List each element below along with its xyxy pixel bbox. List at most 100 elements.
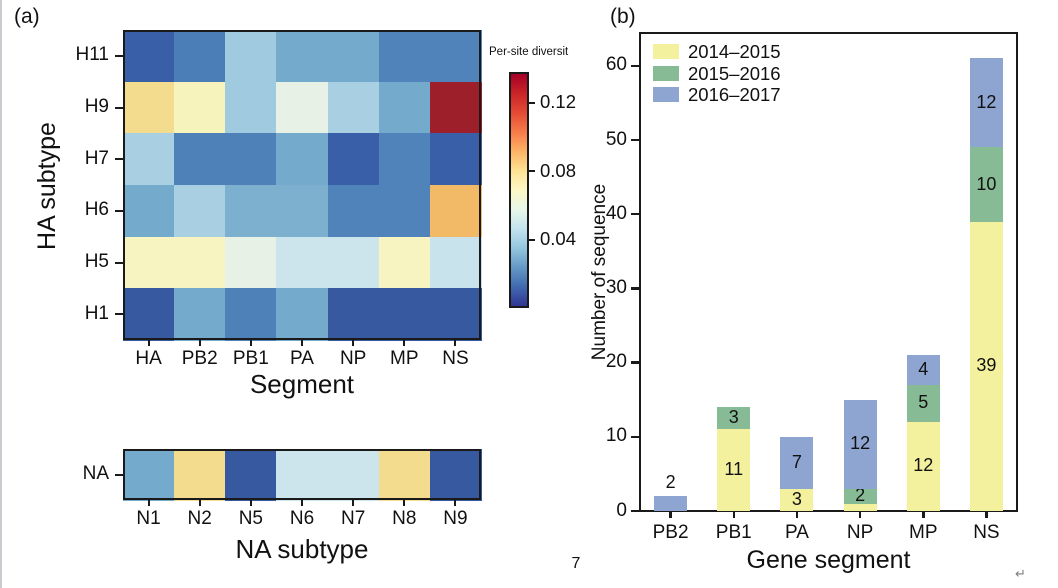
x-axis-tick — [147, 500, 150, 506]
b-y-axis-title: Number of sequence — [589, 183, 610, 361]
heatmap-cell — [327, 133, 380, 186]
x-tick-label: PA — [290, 348, 314, 369]
y-axis-tick — [115, 106, 123, 109]
x-axis-tick — [301, 340, 303, 346]
paragraph-mark-icon: ↵ — [1015, 566, 1026, 581]
x-axis-tick — [352, 340, 355, 346]
heatmap-cell — [174, 449, 226, 501]
colorbar-tick-label: 0.04 — [540, 228, 577, 250]
bar-segment-label: 5 — [918, 392, 929, 413]
legend-label: 2015–2016 — [688, 62, 781, 84]
colorbar-tick — [529, 170, 535, 173]
bar-segment — [906, 355, 940, 385]
heatmap-cell — [174, 81, 226, 134]
x-axis-tick — [454, 340, 457, 346]
x-tick-label: PB1 — [715, 522, 752, 543]
heatmap-cell — [276, 288, 329, 341]
heatmap-frame — [123, 30, 481, 340]
x-tick-label: NP — [846, 522, 874, 543]
x-axis-tick — [403, 340, 406, 346]
bar-segment — [717, 407, 751, 430]
x-axis-tick — [732, 512, 735, 518]
x-axis-tick — [147, 340, 150, 346]
heatmap-cell — [225, 236, 278, 289]
bar-segment-label: 39 — [976, 355, 997, 376]
x-axis-tick — [403, 500, 406, 506]
legend-label: 2016–2017 — [688, 84, 781, 105]
heatmap-cell — [123, 449, 175, 501]
heatmap-cell — [327, 449, 380, 501]
y-tick-label: 0 — [616, 499, 627, 521]
heatmap-cell — [174, 133, 226, 186]
x-axis-tick — [858, 512, 862, 518]
colorbar-tick — [529, 238, 535, 241]
y-axis-tick — [631, 509, 639, 513]
legend-swatch — [653, 87, 679, 102]
y-tick-label: H7 — [84, 147, 109, 169]
heatmap-cell — [225, 133, 278, 186]
y-axis-tick — [115, 209, 123, 212]
heatmap-cell — [276, 449, 329, 501]
bar-segment-label: 4 — [918, 359, 929, 380]
x-tick-label: PA — [784, 522, 809, 543]
page-number: 7 — [571, 555, 581, 572]
y-axis-tick — [115, 473, 123, 476]
x-tick-label: N7 — [340, 508, 366, 529]
x-tick-label: MP — [390, 348, 419, 369]
y-axis-tick — [115, 261, 123, 264]
na-x-axis-title: NA subtype — [235, 534, 369, 564]
x-tick-label: N9 — [443, 508, 468, 529]
heatmap-cell — [378, 449, 431, 501]
bar-segment-label: 3 — [728, 407, 739, 428]
y-axis-tick — [115, 54, 123, 57]
heatmap-cell — [276, 236, 329, 289]
legend-swatch — [653, 65, 679, 81]
bar-segment-label: 12 — [976, 91, 997, 112]
colorbar-tick-label: 0.12 — [540, 91, 577, 113]
x-tick-label: MP — [909, 522, 938, 543]
heatmap-cell — [123, 236, 175, 289]
x-axis-tick — [198, 500, 201, 506]
heatmap-cell — [276, 133, 329, 186]
x-tick-label: N6 — [289, 508, 315, 529]
x-axis-tick — [352, 500, 355, 506]
heatmap-cell — [225, 449, 278, 501]
y-tick-label: H5 — [84, 251, 109, 272]
heatmap-frame — [123, 449, 481, 500]
heatmap-cell — [123, 185, 175, 238]
x-axis-tick — [249, 500, 252, 506]
x-axis-tick — [795, 512, 799, 518]
bar-segment-label: 10 — [976, 173, 997, 194]
heatmap-cell — [378, 236, 431, 289]
x-tick-label: PB2 — [652, 522, 689, 543]
heatmap-cell — [276, 81, 329, 134]
x-tick-label: PB2 — [181, 348, 218, 369]
y-tick-label: H9 — [84, 96, 109, 117]
bar-plot-frame — [639, 32, 1018, 512]
heatmap-cell — [174, 185, 226, 238]
bar-segment — [780, 436, 814, 489]
heatmap-cell — [429, 288, 482, 341]
x-axis-tick — [669, 512, 672, 518]
heatmap-cell — [123, 288, 175, 341]
legend-label: 2014–2015 — [688, 41, 781, 62]
bar-segment-label: 12 — [850, 433, 871, 454]
colorbar-title: Per-site diversit — [489, 46, 569, 58]
x-tick-label: HA — [135, 348, 162, 369]
y-tick-label: H1 — [84, 302, 109, 324]
y-axis-tick — [115, 158, 123, 161]
y-tick-label: H6 — [84, 199, 109, 221]
bar-segment — [906, 384, 940, 422]
heatmap-cell — [123, 81, 175, 134]
heatmap-cell — [123, 133, 175, 186]
y-tick-label: 50 — [605, 128, 627, 150]
heatmap-cell — [429, 185, 482, 238]
heatmap-cell — [327, 185, 380, 238]
bar-segment — [969, 147, 1003, 222]
x-tick-label: NS — [442, 348, 469, 369]
bar-segment-label: 11 — [724, 459, 744, 480]
heatmap-cell — [378, 30, 431, 83]
y-tick-label: H11 — [75, 44, 109, 66]
heatmap-cell — [327, 236, 380, 289]
heatmap-cell — [225, 81, 278, 134]
